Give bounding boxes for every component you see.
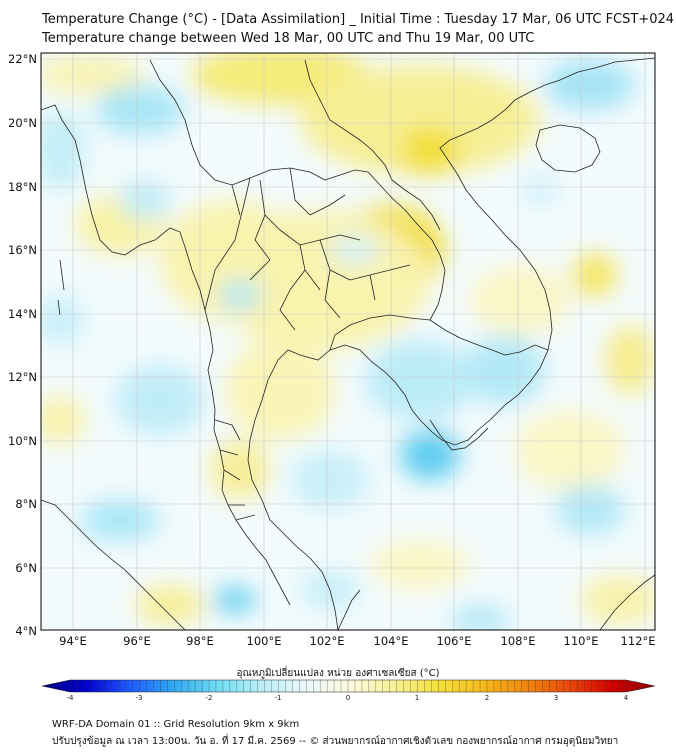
colorbar-tick-label: 4 [624,694,629,700]
cool-area [520,175,560,205]
border-laos-vietnam [391,179,441,231]
warm-area [370,540,470,590]
cool-area [365,340,475,420]
cool-area [95,85,185,135]
cool-area [120,180,170,220]
y-axis-labels: 22°N 20°N 18°N 16°N 14°N 12°N 10°N 8°N 6… [8,52,37,638]
colorbar-tick-label: -3 [136,694,143,700]
y-tick-label: 6°N [15,561,37,575]
border-cambodia-thailand [329,314,431,351]
x-tick-label: 112°E [621,634,656,648]
x-tick-label: 110°E [564,634,599,648]
colorbar-tick-label: 2 [485,694,489,700]
gridlines [41,53,655,630]
cool-area [213,586,257,614]
y-tick-label: 10°N [8,434,37,448]
x-tick-label: 104°E [374,634,409,648]
x-tick-label: 106°E [437,634,472,648]
y-tick-label: 18°N [8,180,37,194]
warm-area [400,125,460,175]
warm-area [135,585,205,625]
warm-area [580,575,655,625]
cool-area [450,605,510,630]
x-tick-label: 96°E [123,634,151,648]
cool-area [218,280,262,310]
warm-area [210,440,270,500]
warm-area [515,410,625,490]
sumatra-coast [41,499,186,630]
cool-area [400,430,460,480]
mekong-delta [429,419,489,451]
colorbar-label: อุณหภูมิเปลี่ยนแปลง หน่วย องศาเซลเซียส (… [236,668,440,679]
colorbar-divisions [69,680,627,692]
coastline-east [329,57,655,446]
y-tick-label: 8°N [15,497,37,511]
southern-province-borders [214,419,256,521]
colorbar-tick-label: -2 [206,694,213,700]
map-frame [40,52,656,631]
x-tick-label: 100°E [247,634,282,648]
cool-area [290,450,370,510]
borneo-coast [599,574,655,630]
x-axis-labels: 94°E 96°E 98°E 100°E 102°E 104°E 106°E 1… [59,634,655,648]
x-tick-label: 108°E [501,634,536,648]
temperature-field [41,53,655,630]
warm-area [41,395,85,445]
coastline-gulf-west [247,349,339,630]
cool-area [115,365,205,435]
colorbar-tick-label: 0 [346,694,350,700]
footer-update-info: ปรับปรุงข้อมูล ณ เวลา 13:00น. วัน อ. ที่… [52,736,619,747]
province-borders [231,167,411,331]
colorbar: -4 -3 -2 -1 0 1 2 3 4 [41,679,656,700]
y-tick-label: 12°N [8,370,37,384]
hainan-island [535,124,601,173]
cool-area [555,485,625,535]
footer-model-info: WRF-DA Domain 01 :: Grid Resolution 9km … [52,719,300,730]
x-tick-label: 102°E [310,634,345,648]
coastlines [41,57,655,630]
x-tick-label: 98°E [186,634,214,648]
x-tick-label: 94°E [59,634,87,648]
cool-area [80,500,160,540]
title-line-1: Temperature Change (°C) - [Data Assimila… [42,12,675,27]
warm-area [573,253,617,297]
colorbar-tick-label: -4 [67,694,75,700]
cool-area [545,60,635,110]
warm-area [225,340,335,440]
warm-area [470,265,570,335]
warm-area [605,325,655,395]
cool-area [41,295,85,345]
colorbar-ticks: -4 -3 -2 -1 0 1 2 3 4 [67,694,629,700]
y-tick-label: 4°N [15,624,37,638]
colorbar-tick-label: -1 [275,694,282,700]
coastline-malay [337,589,361,630]
warm-area [300,65,540,175]
map-figure: 22°N 20°N 18°N 16°N 14°N 12°N 10°N 8°N 6… [8,52,656,700]
andaman-islands [57,259,65,316]
border-laos-thailand [324,169,446,321]
border-cambodia-vietnam [429,319,549,356]
colorbar-tick-label: 3 [554,694,558,700]
warm-area [160,200,300,320]
title-line-2: Temperature change between Wed 18 Mar, 0… [42,31,535,46]
y-tick-label: 14°N [8,307,37,321]
colorbar-bar [41,679,656,693]
warm-area [41,55,145,95]
colorbar-tick-label: 1 [415,694,419,700]
y-tick-label: 22°N [8,52,37,66]
y-tick-label: 16°N [8,243,37,257]
cool-area [41,110,85,190]
border-myanmar-thailand-west [204,177,251,311]
y-tick-label: 20°N [8,116,37,130]
border-laos-vietnam-north [304,59,393,181]
